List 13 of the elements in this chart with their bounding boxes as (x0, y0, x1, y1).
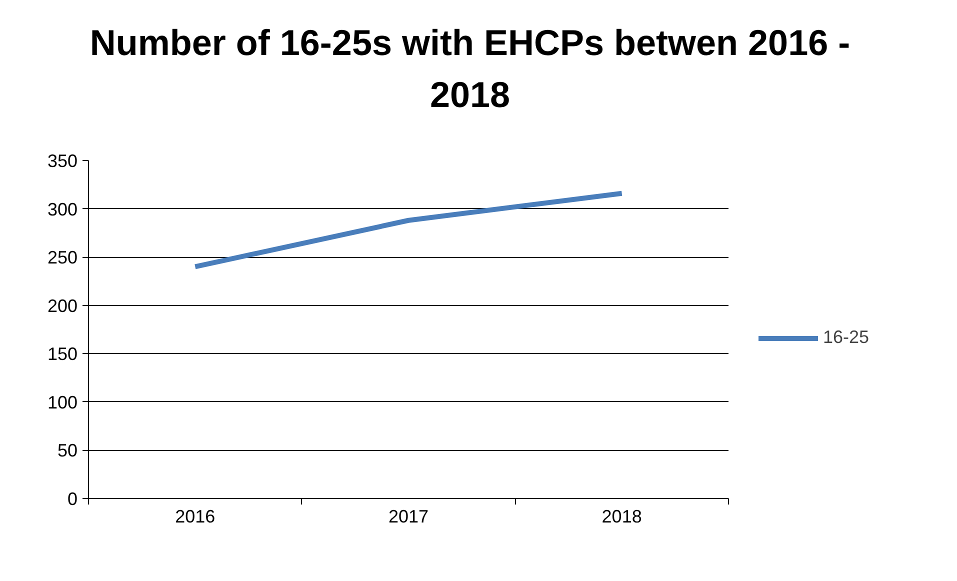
chart-title: Number of 16-25s with EHCPs betwen 2016 - 2018 (88, 21, 852, 118)
y-tick-label: 200 (47, 296, 78, 316)
y-tick-label: 300 (47, 199, 78, 220)
y-tick-label: 350 (47, 151, 78, 171)
y-tick-label: 150 (47, 344, 78, 364)
x-tick-label: 2017 (388, 506, 429, 526)
y-tick-label: 0 (67, 489, 78, 509)
y-tick-label: 100 (47, 392, 78, 412)
y-tick-label: 50 (57, 440, 78, 461)
legend-label: 16-25 (823, 327, 870, 348)
x-tick-label: 2018 (602, 506, 642, 526)
x-tick-label: 2016 (175, 506, 216, 526)
y-tick-label: 250 (47, 248, 78, 268)
